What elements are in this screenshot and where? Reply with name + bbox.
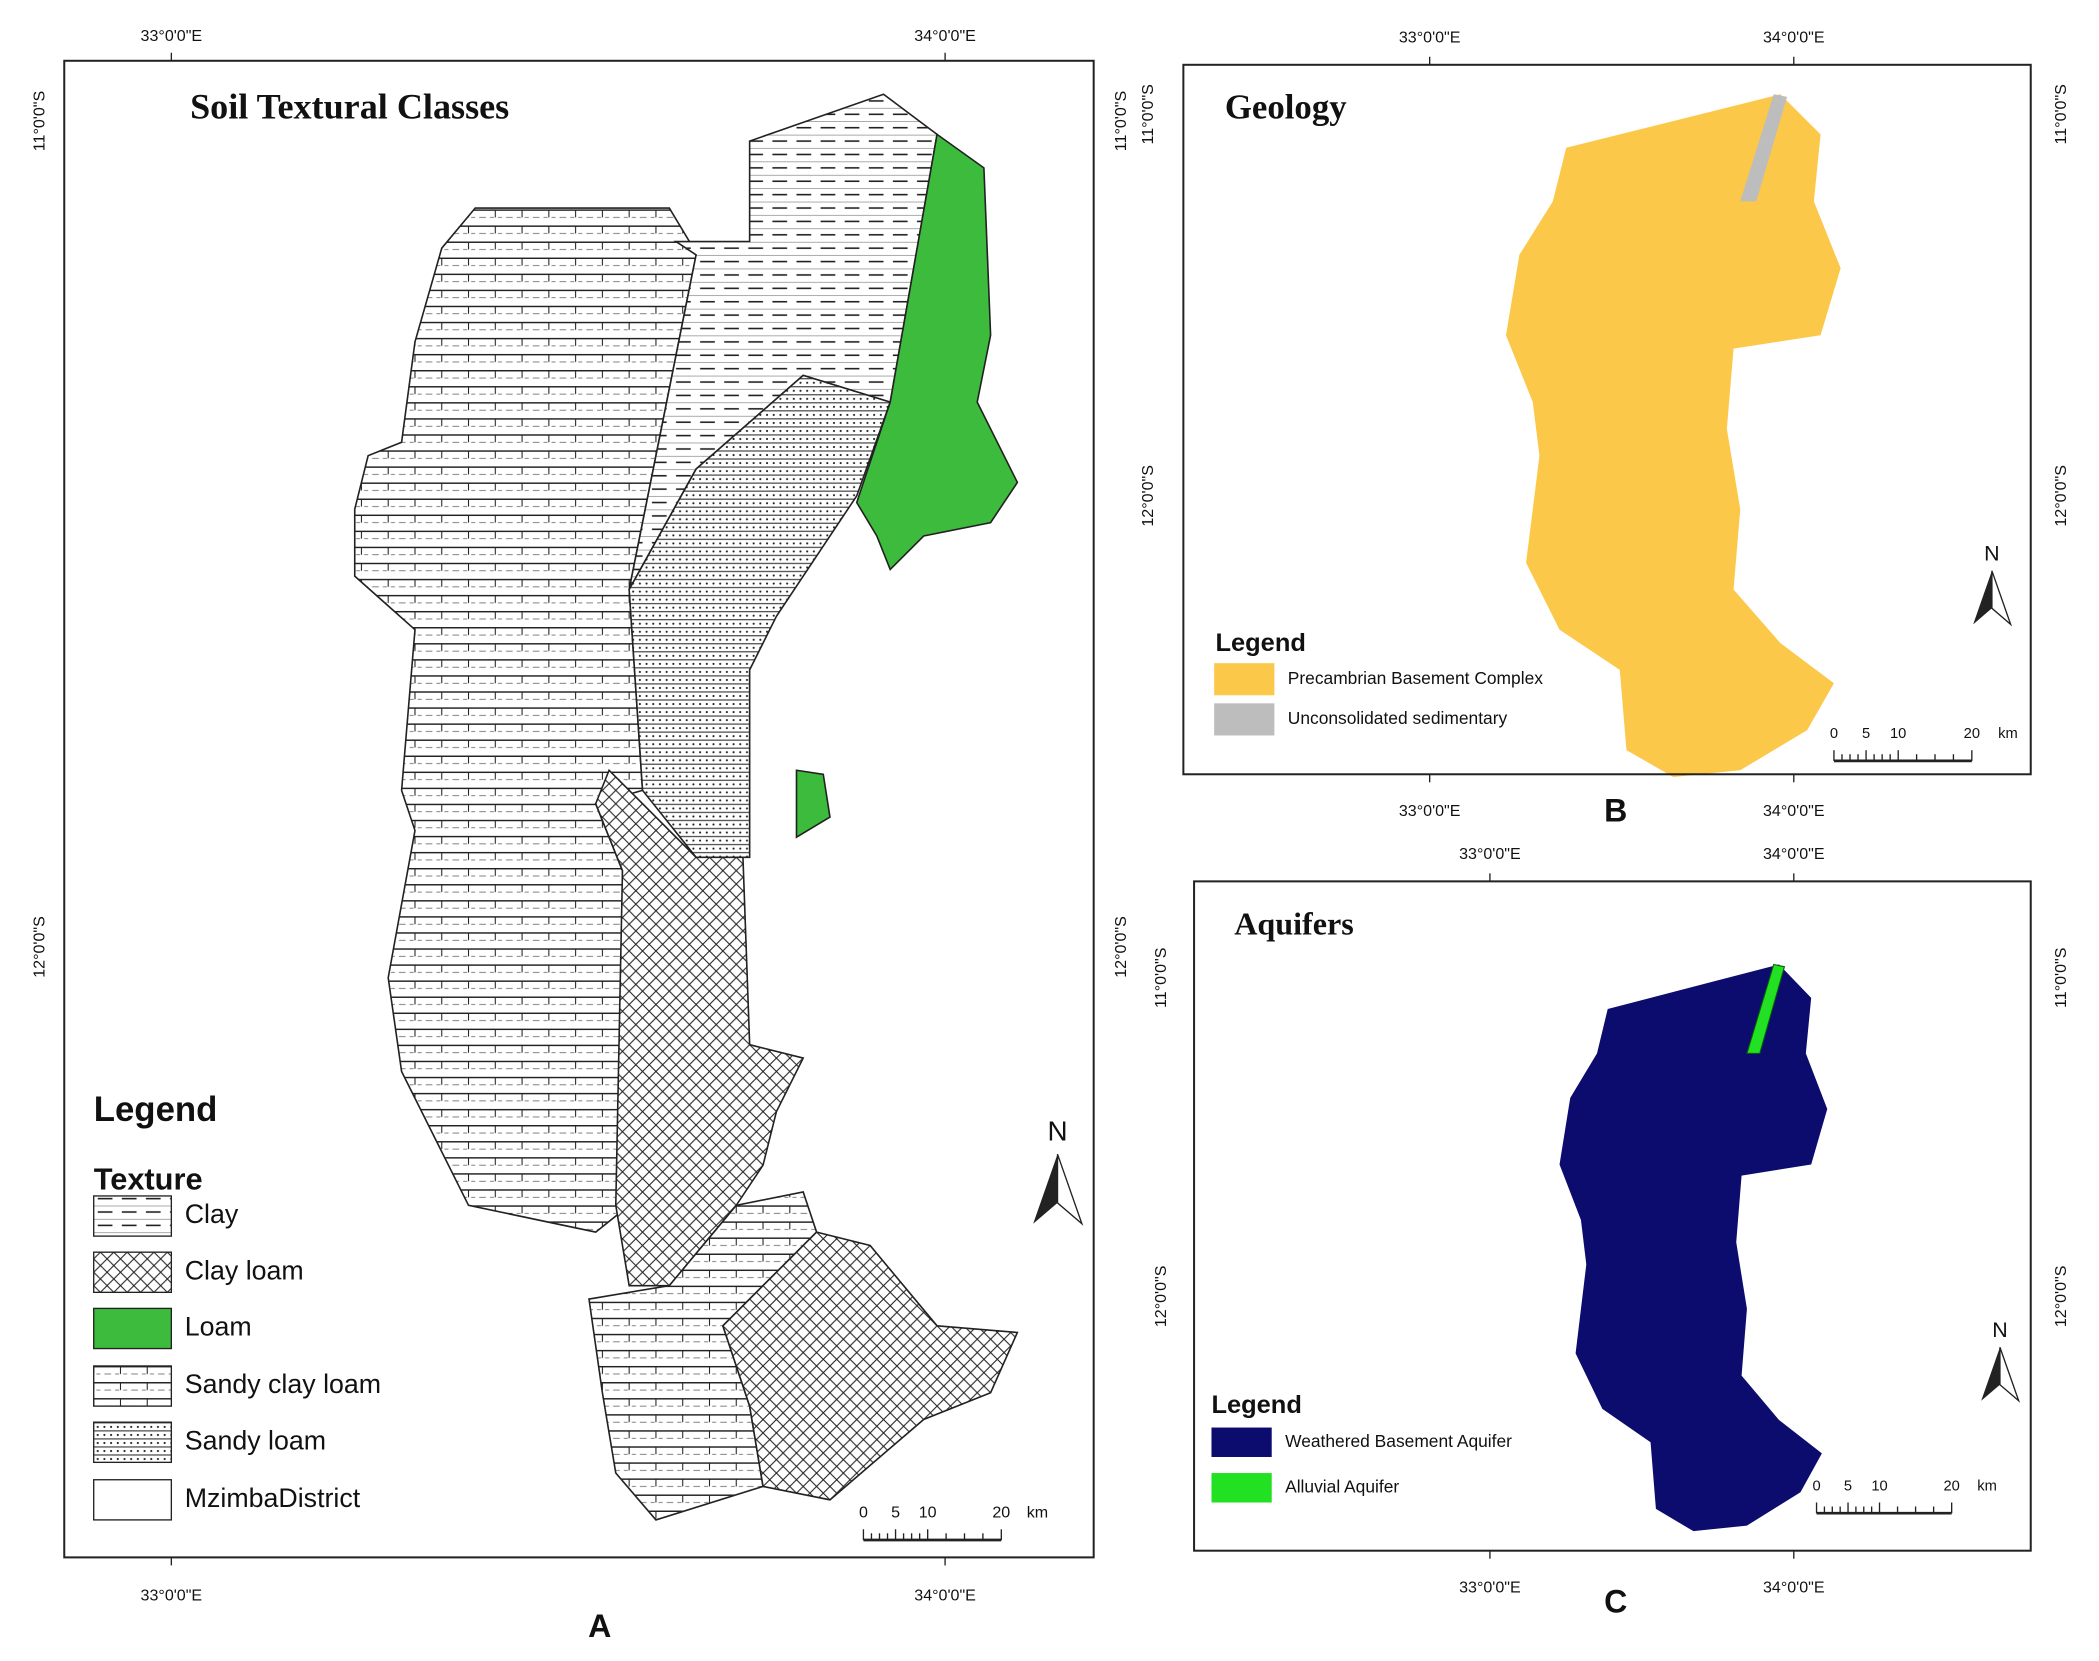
soil-map (353, 93, 1019, 1521)
legend-subtitle: Texture (94, 1161, 203, 1196)
legend-swatch (93, 1365, 173, 1407)
north-label: N (1047, 1116, 1067, 1147)
legend-swatch (1214, 703, 1275, 736)
legend-label: Precambrian Basement Complex (1288, 668, 1543, 688)
panel-letter: A (588, 1608, 611, 1644)
loam-area (855, 133, 1019, 571)
legend-label: Sandy loam (185, 1425, 326, 1455)
longitude-label: 34°0'0"E (1763, 845, 1825, 863)
longitude-label: 33°0'0"E (141, 27, 203, 45)
legend-title: Legend (1211, 1391, 1301, 1419)
longitude-label: 34°0'0"E (914, 1586, 976, 1604)
latitude-label: 11°0'0"S (30, 91, 48, 151)
legend-swatch (93, 1307, 173, 1350)
latitude-label: 12°0'0"S (1152, 1266, 1170, 1328)
legend-label: MzimbaDistrict (185, 1483, 361, 1513)
scale-label: km (1977, 1478, 1997, 1494)
north-label: N (1992, 1318, 2007, 1342)
map-frame (1182, 63, 2032, 776)
panel-letter: C (1604, 1584, 1627, 1620)
map-title: Geology (1225, 87, 1347, 126)
longitude-label: 33°0'0"E (1399, 28, 1461, 46)
longitude-label: 33°0'0"E (1459, 1578, 1521, 1596)
latitude-label: 11°0'0"S (2052, 84, 2070, 144)
panel-letter: B (1604, 793, 1627, 829)
longitude-label: 34°0'0"E (1763, 1578, 1825, 1596)
scale-label: 5 (1862, 726, 1870, 742)
north-arrow (1033, 1154, 1058, 1224)
sedimentary-strip (1740, 94, 1788, 202)
scale-label: 10 (1890, 726, 1906, 742)
legend-label: Loam (185, 1312, 252, 1342)
legend-label: Clay (185, 1199, 239, 1229)
latitude-label: 12°0'0"S (30, 916, 48, 978)
clay-loam-south (721, 1231, 1019, 1501)
scale-label: km (1998, 726, 2018, 742)
latitude-label: 11°0'0"S (1112, 91, 1130, 151)
map-title: Aquifers (1234, 905, 1354, 941)
scale-label: 20 (1943, 1478, 1959, 1494)
legend-swatch (93, 1421, 173, 1464)
legend-swatch (1211, 1427, 1272, 1457)
legend-title: Legend (94, 1090, 218, 1129)
longitude-label: 33°0'0"E (141, 1586, 203, 1604)
scale-label: 5 (1844, 1478, 1852, 1494)
legend-swatch (93, 1251, 173, 1294)
loam-area-small (795, 769, 831, 839)
alluvial-strip (1746, 963, 1786, 1054)
longitude-label: 33°0'0"E (1399, 802, 1461, 820)
legend-label: Clay loam (185, 1255, 304, 1285)
latitude-label: 12°0'0"S (1112, 916, 1130, 978)
north-arrow (1981, 1347, 2000, 1401)
legend-label: Alluvial Aquifer (1285, 1476, 1399, 1496)
map-frame (63, 59, 1095, 1559)
scale-label: 0 (1830, 726, 1838, 742)
latitude-label: 11°0'0"S (1152, 948, 1170, 1008)
map-frame (1193, 880, 2032, 1552)
north-arrow (1999, 1346, 2021, 1403)
longitude-label: 34°0'0"E (1763, 28, 1825, 46)
latitude-label: 11°0'0"S (1139, 84, 1157, 144)
north-label: N (1984, 541, 1999, 565)
scale-label: 20 (1964, 726, 1980, 742)
legend-label: Weathered Basement Aquifer (1285, 1431, 1512, 1451)
latitude-label: 11°0'0"S (2052, 948, 2070, 1008)
north-arrow (1973, 570, 1992, 625)
latitude-label: 12°0'0"S (2052, 465, 2070, 527)
scale-label: km (1027, 1503, 1048, 1521)
scale-label: 10 (1871, 1478, 1887, 1494)
legend-title: Legend (1215, 629, 1305, 657)
latitude-label: 12°0'0"S (1139, 465, 1157, 527)
legend-swatch (1211, 1473, 1272, 1503)
map-title: Soil Textural Classes (190, 87, 509, 127)
legend-swatch (93, 1195, 173, 1237)
north-arrow (1056, 1153, 1084, 1226)
longitude-label: 33°0'0"E (1459, 845, 1521, 863)
scale-label: 10 (919, 1503, 937, 1521)
clay-loam-area (594, 768, 805, 1287)
legend-label: Sandy clay loam (185, 1369, 381, 1399)
sandy-loam-area (628, 374, 892, 859)
longitude-label: 34°0'0"E (914, 27, 976, 45)
latitude-label: 12°0'0"S (2052, 1266, 2070, 1328)
scale-label: 20 (992, 1503, 1010, 1521)
longitude-label: 34°0'0"E (1763, 802, 1825, 820)
scale-label: 5 (891, 1503, 900, 1521)
legend-label: Unconsolidated sedimentary (1288, 708, 1508, 728)
legend-swatch (1214, 663, 1275, 696)
legend-swatch (93, 1479, 173, 1521)
scale-label: 0 (1812, 1478, 1820, 1494)
north-arrow (1991, 570, 2013, 627)
scale-label: 0 (859, 1503, 868, 1521)
